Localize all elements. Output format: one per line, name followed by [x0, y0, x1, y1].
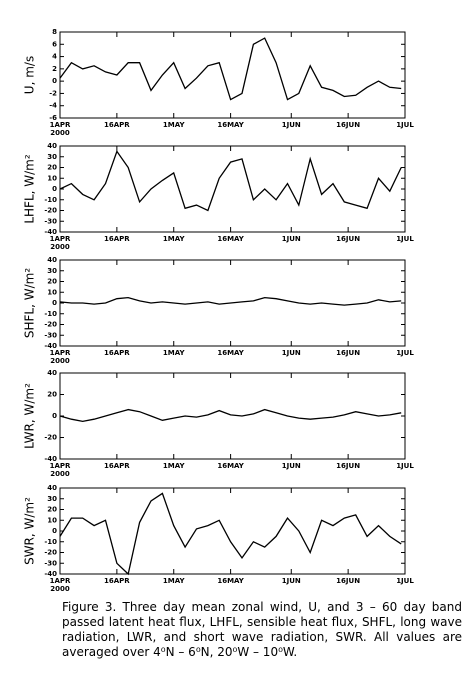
- x-tick-label: 16APR: [104, 121, 130, 129]
- y-tick-label: -30: [44, 559, 57, 567]
- y-tick-label: -40: [44, 342, 57, 350]
- x-tick-label: 16JUN: [336, 349, 360, 357]
- y-tick-label: 6: [52, 40, 57, 48]
- y-tick-label: 30: [47, 153, 57, 161]
- x-tick-label: 1JUL: [396, 462, 414, 470]
- y-tick-label: 20: [47, 391, 57, 399]
- y-tick-label: -40: [44, 570, 57, 578]
- x-tick-label: 1JUL: [396, 349, 414, 357]
- y-tick-label: -10: [44, 310, 57, 318]
- x-year-label: 2000: [50, 357, 70, 365]
- y-axis-label: LWR, W/m²: [23, 383, 37, 449]
- y-tick-label: -20: [44, 321, 57, 329]
- data-line: [59, 149, 402, 212]
- x-tick-label: 16MAY: [217, 235, 244, 243]
- y-tick-label: 40: [47, 484, 57, 492]
- y-tick-label: -40: [44, 228, 57, 236]
- plot-frame: [59, 145, 406, 233]
- y-tick-label: 2: [52, 65, 57, 73]
- x-tick-label: 16JUN: [336, 235, 360, 243]
- y-tick-label: -2: [49, 89, 57, 97]
- y-tick-label: 4: [52, 53, 57, 61]
- y-tick-label: 10: [47, 288, 57, 296]
- x-tick-label: 16JUN: [336, 121, 360, 129]
- y-tick-label: 30: [47, 495, 57, 503]
- y-tick-label: 20: [47, 164, 57, 172]
- plot-frame: [59, 31, 406, 119]
- x-tick-label: 1MAY: [163, 577, 186, 585]
- x-tick-label: 16JUN: [336, 462, 360, 470]
- x-year-label: 2000: [50, 243, 70, 251]
- y-tick-label: 40: [47, 369, 57, 377]
- data-line: [59, 408, 402, 423]
- y-tick-label: -20: [44, 549, 57, 557]
- x-tick-label: 16APR: [104, 462, 130, 470]
- y-tick-label: 10: [47, 516, 57, 524]
- data-line: [59, 492, 402, 576]
- y-tick-label: -4: [49, 102, 57, 110]
- x-tick-label: 1JUN: [282, 235, 301, 243]
- x-tick-label: 1APR: [50, 349, 71, 357]
- x-tick-label: 1MAY: [163, 121, 186, 129]
- x-tick-label: 1JUN: [282, 462, 301, 470]
- y-tick-label: -20: [44, 434, 57, 442]
- y-tick-label: 20: [47, 278, 57, 286]
- x-tick-label: 16APR: [104, 235, 130, 243]
- data-line: [59, 296, 402, 306]
- x-tick-label: 16MAY: [217, 462, 244, 470]
- x-tick-label: 1JUL: [396, 121, 414, 129]
- x-tick-label: 1JUL: [396, 235, 414, 243]
- plot-frame: [59, 372, 406, 460]
- x-tick-label: 1JUL: [396, 577, 414, 585]
- x-year-label: 2000: [50, 470, 70, 478]
- x-year-label: 2000: [50, 129, 70, 137]
- x-tick-label: 1JUN: [282, 349, 301, 357]
- y-tick-label: 20: [47, 506, 57, 514]
- y-tick-label: 30: [47, 267, 57, 275]
- x-tick-label: 16MAY: [217, 577, 244, 585]
- x-tick-label: 1APR: [50, 235, 71, 243]
- y-tick-label: 40: [47, 256, 57, 264]
- x-tick-label: 16MAY: [217, 121, 244, 129]
- caption: Figure 3. Three day mean zonal wind, U, …: [62, 600, 462, 659]
- y-tick-label: -30: [44, 331, 57, 339]
- data-line: [59, 37, 402, 101]
- x-tick-label: 1JUN: [282, 121, 301, 129]
- y-axis-label: U, m/s: [23, 56, 37, 94]
- plot-frame: [59, 487, 406, 575]
- y-tick-label: -30: [44, 217, 57, 225]
- x-tick-label: 16JUN: [336, 577, 360, 585]
- y-tick-label: 0: [52, 412, 57, 420]
- x-tick-label: 16APR: [104, 349, 130, 357]
- x-tick-label: 1APR: [50, 577, 71, 585]
- y-tick-label: 0: [52, 299, 57, 307]
- x-tick-label: 1MAY: [163, 349, 186, 357]
- y-tick-label: 0: [52, 527, 57, 535]
- x-tick-label: 1MAY: [163, 462, 186, 470]
- y-tick-label: 40: [47, 142, 57, 150]
- y-tick-label: 10: [47, 174, 57, 182]
- y-tick-label: -6: [49, 114, 57, 122]
- x-tick-label: 1APR: [50, 121, 71, 129]
- y-tick-label: 0: [52, 185, 57, 193]
- y-tick-label: -10: [44, 196, 57, 204]
- x-tick-label: 16APR: [104, 577, 130, 585]
- y-tick-label: 8: [52, 28, 57, 36]
- y-tick-label: -40: [44, 455, 57, 463]
- y-tick-label: -20: [44, 207, 57, 215]
- x-tick-label: 1MAY: [163, 235, 186, 243]
- x-tick-label: 1APR: [50, 462, 71, 470]
- y-tick-label: -10: [44, 538, 57, 546]
- y-axis-label: SHFL, W/m²: [23, 268, 37, 338]
- y-tick-label: 0: [52, 77, 57, 85]
- x-year-label: 2000: [50, 585, 70, 593]
- x-tick-label: 16MAY: [217, 349, 244, 357]
- y-axis-label: SWR, W/m²: [23, 497, 37, 565]
- y-axis-label: LHFL, W/m²: [23, 154, 37, 224]
- x-tick-label: 1JUN: [282, 577, 301, 585]
